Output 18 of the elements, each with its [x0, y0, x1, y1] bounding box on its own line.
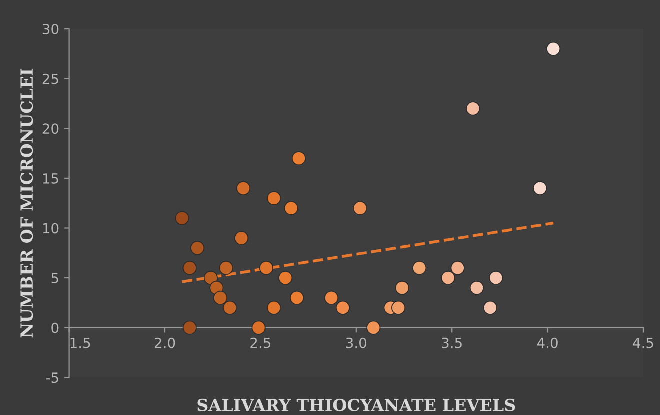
y-tick-label: 0	[52, 322, 59, 334]
x-tick-label: 1.5	[70, 338, 90, 348]
x-tick-label: 4.5	[633, 338, 654, 348]
y-tick-label: 5	[52, 273, 58, 284]
y-tick-label: 15	[43, 174, 58, 184]
y-tick-label: 25	[42, 74, 58, 84]
y-tick-label: 30	[42, 24, 59, 35]
x-tick-label: 3.0	[346, 338, 367, 348]
x-tick-label: 2.5	[250, 338, 271, 348]
y-tick-label: 20	[42, 124, 59, 134]
y-tick-label: -5	[46, 372, 58, 384]
x-tick-label: 2.0	[154, 338, 176, 348]
y-tick-label: 10	[43, 223, 59, 234]
point	[252, 320, 266, 335]
x-tick-label: 3.5	[442, 338, 462, 348]
x-axis-title: SALIVARY THIOCYANATE LEVELS	[198, 398, 516, 412]
x-tick-label: 4.0	[537, 338, 558, 348]
y-axis-title: NUMBER OF MICRONUCLEI	[20, 69, 34, 338]
